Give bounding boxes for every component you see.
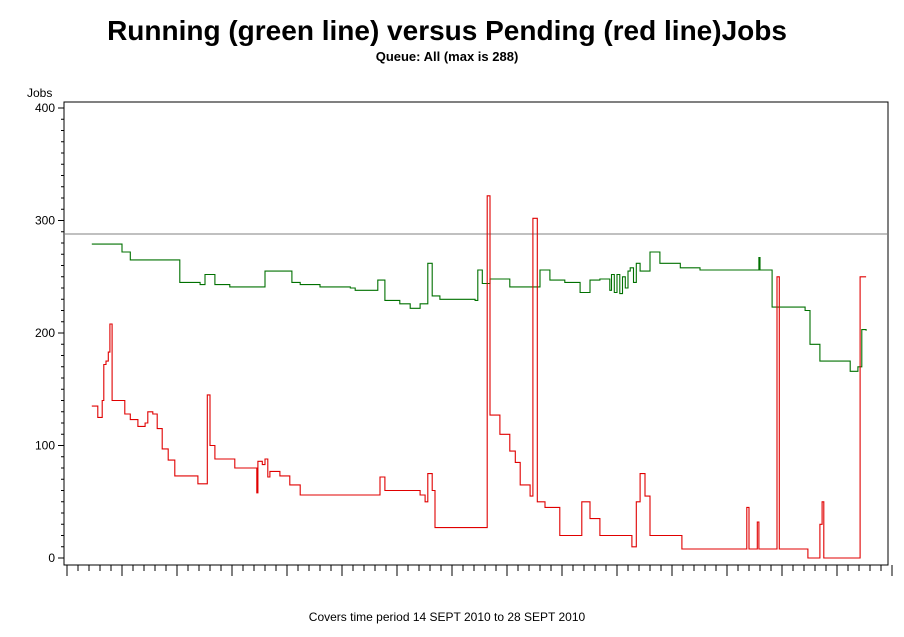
y-tick-label: 300 — [35, 214, 55, 228]
series-line-running — [91, 243, 867, 372]
x-axis-label: Covers time period 14 SEPT 2010 to 28 SE… — [309, 610, 586, 624]
y-tick-label: 400 — [35, 101, 55, 115]
y-axis-label: Jobs — [27, 86, 52, 100]
plot-frame — [63, 101, 889, 566]
chart-title: Running (green line) versus Pending (red… — [107, 15, 787, 46]
chart-subtitle: Queue: All (max is 288) — [376, 49, 519, 64]
y-tick-label: 200 — [35, 326, 55, 340]
series-line-pending — [91, 195, 867, 559]
y-tick-label: 100 — [35, 439, 55, 453]
y-tick-label: 0 — [48, 551, 55, 565]
